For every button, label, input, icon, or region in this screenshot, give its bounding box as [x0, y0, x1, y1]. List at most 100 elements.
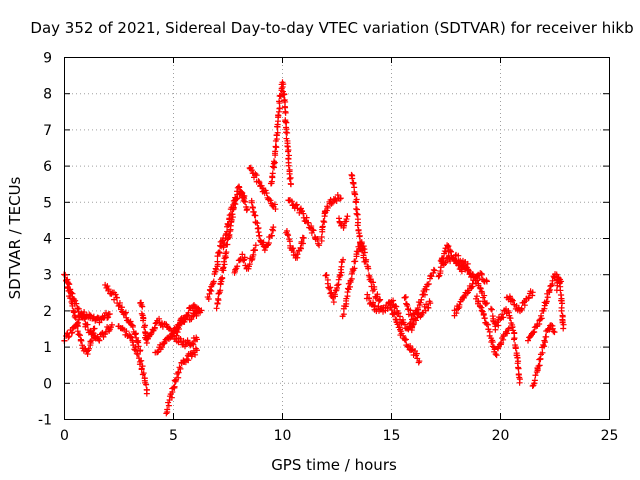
data-point	[221, 240, 228, 247]
data-point	[270, 158, 277, 165]
data-point	[257, 238, 264, 245]
data-point	[134, 347, 141, 354]
y-tick-label: 0	[43, 376, 52, 392]
data-point	[294, 251, 301, 258]
y-tick-label: 2	[43, 304, 52, 320]
data-point	[558, 297, 565, 304]
data-point	[74, 328, 81, 335]
data-point	[397, 313, 404, 320]
data-point	[210, 278, 217, 285]
data-point	[491, 346, 498, 353]
data-point	[282, 109, 289, 116]
data-point	[74, 319, 81, 326]
data-point	[550, 328, 557, 335]
data-point	[252, 212, 259, 219]
data-point	[348, 171, 355, 178]
data-point	[531, 329, 538, 336]
data-point	[255, 178, 262, 185]
data-point	[334, 282, 341, 289]
data-point	[371, 286, 378, 293]
data-point	[492, 326, 499, 333]
data-point	[134, 351, 141, 358]
data-point	[75, 305, 82, 312]
data-point	[497, 316, 504, 323]
data-point	[365, 265, 372, 272]
data-point	[270, 224, 277, 231]
data-point	[425, 280, 432, 287]
data-point	[143, 339, 150, 346]
data-point	[327, 290, 334, 297]
data-point	[217, 287, 224, 294]
data-point	[303, 214, 310, 221]
data-point	[67, 286, 74, 293]
data-point	[455, 252, 462, 259]
data-point	[285, 147, 292, 154]
data-point	[142, 322, 149, 329]
data-point	[323, 272, 330, 279]
data-point	[265, 240, 272, 247]
data-point	[505, 325, 512, 332]
data-point	[320, 218, 327, 225]
data-point	[179, 318, 186, 325]
data-point	[516, 379, 523, 386]
x-tick-label: 5	[169, 428, 178, 444]
data-point	[370, 279, 377, 286]
data-point	[456, 301, 463, 308]
data-point	[225, 222, 232, 229]
data-point	[327, 284, 334, 291]
data-point	[248, 197, 255, 204]
data-point	[253, 172, 260, 179]
data-point	[140, 315, 147, 322]
data-point	[72, 314, 79, 321]
data-point	[252, 242, 259, 249]
data-point	[520, 299, 527, 306]
data-point	[525, 337, 532, 344]
data-point	[402, 337, 409, 344]
data-point	[297, 245, 304, 252]
data-point	[515, 365, 522, 372]
data-point	[475, 298, 482, 305]
data-point	[293, 201, 300, 208]
data-point	[108, 321, 115, 328]
data-point	[254, 225, 261, 232]
data-point	[138, 366, 145, 373]
data-point	[147, 331, 154, 338]
data-point	[163, 410, 170, 417]
y-tick-label: 5	[43, 195, 52, 211]
data-point	[430, 266, 437, 273]
data-point	[348, 270, 355, 277]
data-point	[509, 297, 516, 304]
data-point	[356, 232, 363, 239]
data-point	[193, 347, 200, 354]
x-axis-label: GPS time / hours	[271, 456, 397, 474]
y-tick-label: 1	[43, 340, 52, 356]
data-point	[423, 301, 430, 308]
data-point	[85, 345, 92, 352]
data-point	[241, 256, 248, 263]
y-tick-label: 9	[43, 51, 52, 67]
data-point	[66, 333, 73, 340]
data-point	[507, 315, 514, 322]
data-point	[234, 195, 241, 202]
data-point	[74, 320, 81, 327]
data-point	[216, 249, 223, 256]
data-point	[267, 197, 274, 204]
data-point	[337, 272, 344, 279]
data-point	[416, 358, 423, 365]
data-point	[239, 251, 246, 258]
data-point	[464, 260, 471, 267]
data-point	[123, 328, 130, 335]
data-point	[349, 172, 356, 179]
data-point	[377, 296, 384, 303]
data-point	[140, 370, 147, 377]
data-point	[299, 240, 306, 247]
data-point	[328, 200, 335, 207]
data-point	[538, 315, 545, 322]
data-point	[84, 351, 91, 358]
data-point	[437, 264, 444, 271]
data-point	[534, 366, 541, 373]
data-point	[428, 273, 435, 280]
data-point	[539, 349, 546, 356]
data-point	[362, 258, 369, 265]
